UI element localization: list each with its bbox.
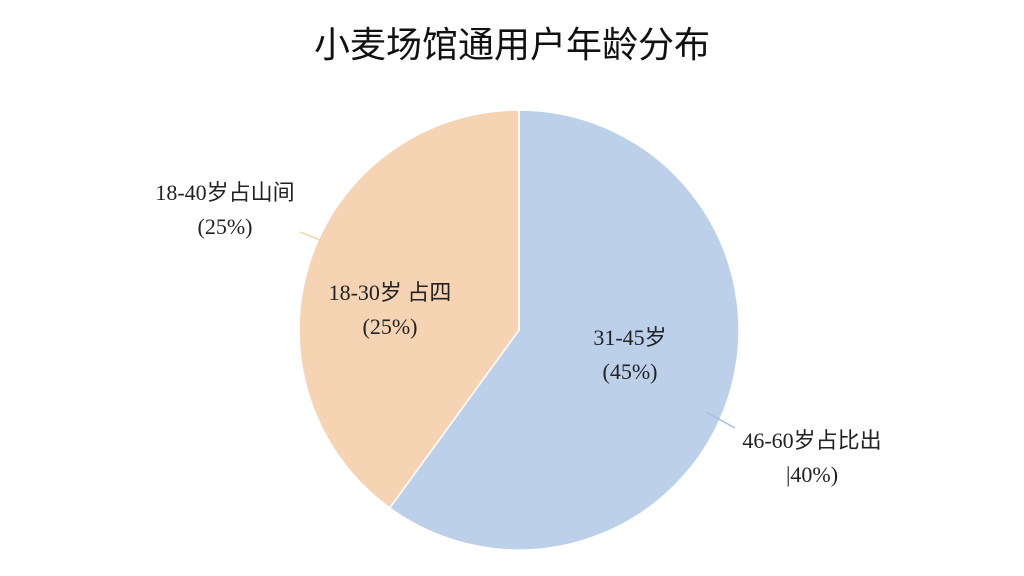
pie-slice [298,109,520,510]
annotation: 31-45岁 [593,325,666,350]
leader-line [299,231,321,241]
annotation: |40%) [786,462,838,487]
chart-title: 小麦场馆通用户年龄分布 [314,25,710,66]
annotation: (45%) [603,359,658,384]
leader-line [705,411,736,429]
annotation: 18-30岁 占四 [329,280,452,305]
annotation: 18-40岁占山间 [155,180,294,205]
annotation: (25%) [198,214,253,239]
pie-slice [388,109,740,551]
annotation: (25%) [363,314,418,339]
annotation: 46-60岁占比出 [742,428,881,453]
slices [298,109,740,551]
